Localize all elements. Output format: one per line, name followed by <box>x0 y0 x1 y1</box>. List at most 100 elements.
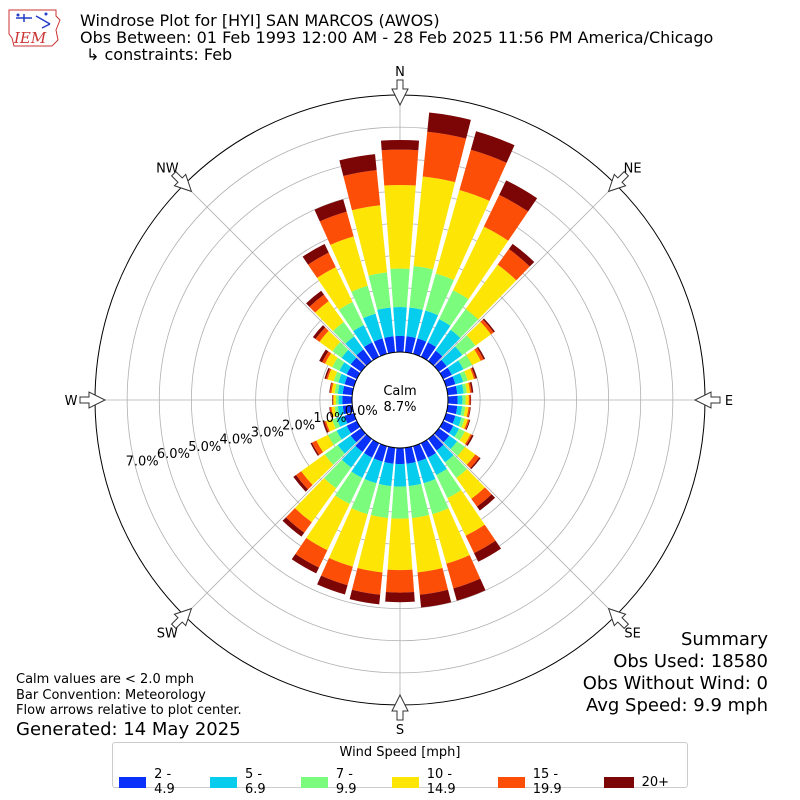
bar-segment <box>466 349 481 366</box>
bar-segment <box>350 428 366 443</box>
legend-item: 7 - 9.9 <box>300 767 374 797</box>
flow-arrow-icon <box>607 170 630 193</box>
bar-segment <box>456 468 485 499</box>
bar-segment <box>329 406 334 418</box>
grid-spoke <box>433 433 616 616</box>
bar-segment <box>408 483 430 519</box>
bar-segment <box>393 307 407 337</box>
bar-segment <box>332 341 349 358</box>
bar-segment <box>463 406 469 417</box>
bar-segment <box>454 428 465 441</box>
bar-segment <box>339 362 352 375</box>
bar-segment <box>321 558 353 586</box>
bar-segment <box>336 425 352 440</box>
legend-item: 2 - 4.9 <box>119 767 192 797</box>
bar-segment <box>443 435 458 450</box>
bar-segment <box>346 366 361 380</box>
bar-segment <box>470 131 515 163</box>
bar-segment <box>443 376 456 387</box>
bar-segment <box>322 421 329 433</box>
bar-segment <box>306 495 350 551</box>
bar-segment <box>357 515 389 573</box>
bar-segment <box>363 342 380 361</box>
legend-swatch <box>603 776 634 788</box>
bar-segment <box>469 381 474 393</box>
bar-segment <box>474 347 484 361</box>
bar-segment <box>427 452 447 476</box>
bar-segment <box>295 471 313 490</box>
calm-hole-circle <box>351 351 449 449</box>
bar-segment <box>344 413 357 424</box>
bar-segment <box>446 555 481 589</box>
compass-label-w: W <box>65 394 78 409</box>
bar-segment <box>411 515 443 573</box>
bar-segment <box>406 307 423 338</box>
bar-segment <box>332 395 334 405</box>
bar-segment <box>420 439 437 458</box>
bar-segment <box>465 382 471 394</box>
legend-swatch <box>391 776 419 788</box>
iem-logo: IEM <box>8 9 61 47</box>
radial-tick-label: 1.0% <box>313 411 346 426</box>
calm-value-text: 8.7% <box>383 400 416 415</box>
bar-segment <box>327 369 338 382</box>
bar-segment <box>459 431 471 445</box>
bar-segment <box>351 478 377 515</box>
bar-segment <box>381 149 419 186</box>
bar-segment <box>482 318 495 333</box>
bar-segment <box>338 373 348 385</box>
legend-swatch <box>497 776 525 788</box>
bar-segment <box>332 357 345 371</box>
radial-tick-label: 0.0% <box>345 404 378 419</box>
bar-segment <box>351 452 373 478</box>
bar-segment <box>319 330 341 352</box>
radial-tick-label: 5.0% <box>188 440 221 455</box>
bar-segment <box>447 395 458 405</box>
bar-segment <box>373 443 387 462</box>
bar-segment <box>465 394 469 406</box>
bar-segment <box>315 301 344 332</box>
bar-segment <box>439 420 454 434</box>
bar-segment <box>322 351 332 364</box>
bar-segment <box>446 385 458 396</box>
bar-segment <box>363 439 380 458</box>
bar-segment <box>466 406 471 418</box>
calm-label: Calm 8.7% <box>383 384 416 415</box>
bar-segment <box>324 420 330 433</box>
compass-label-e: E <box>725 394 733 409</box>
bar-segment <box>446 404 458 415</box>
bar-segment <box>391 486 409 519</box>
bar-segment <box>464 434 473 446</box>
bar-segment <box>417 310 439 342</box>
title-line-2: Obs Between: 01 Feb 1993 12:00 AM - 28 F… <box>80 28 714 47</box>
bar-segment <box>447 360 464 375</box>
bar-segment <box>435 189 490 281</box>
legend-swatch <box>300 776 328 788</box>
calm-label-text: Calm <box>383 384 416 399</box>
bar-segment <box>353 324 373 348</box>
generated-date: Generated: 14 May 2025 <box>16 719 241 740</box>
bar-segment <box>316 434 334 453</box>
radial-tick-label: 2.0% <box>282 418 315 433</box>
legend-item: 20+ <box>603 767 669 797</box>
bar-segment <box>356 349 372 366</box>
bar-segment <box>462 395 466 405</box>
bar-segment <box>464 419 470 430</box>
bar-segment <box>333 371 342 383</box>
bar-segment <box>423 478 449 515</box>
bar-segment <box>306 290 325 307</box>
radial-tick-label: 4.0% <box>220 433 253 448</box>
bar-segment <box>413 443 427 462</box>
bar-segment <box>355 434 372 452</box>
bar-segment <box>404 336 416 354</box>
summary-heading: Summary <box>681 629 768 650</box>
flow-arrows <box>79 79 721 721</box>
compass-label-s: S <box>396 723 404 738</box>
obs-without-wind: Obs Without Wind: 0 <box>582 673 768 694</box>
legend-items: 2 - 4.9 5 - 6.9 7 - 9.9 10 - 14.9 15 - 19.9 2… <box>119 767 687 797</box>
bar-segment <box>436 468 462 499</box>
bar-segment <box>370 483 392 519</box>
bar-segment <box>351 205 388 276</box>
radial-tick-labels: 0.0%1.0%2.0%3.0%4.0%5.0%6.0%7.0% <box>126 404 378 470</box>
flow-arrow-icon <box>607 607 630 630</box>
